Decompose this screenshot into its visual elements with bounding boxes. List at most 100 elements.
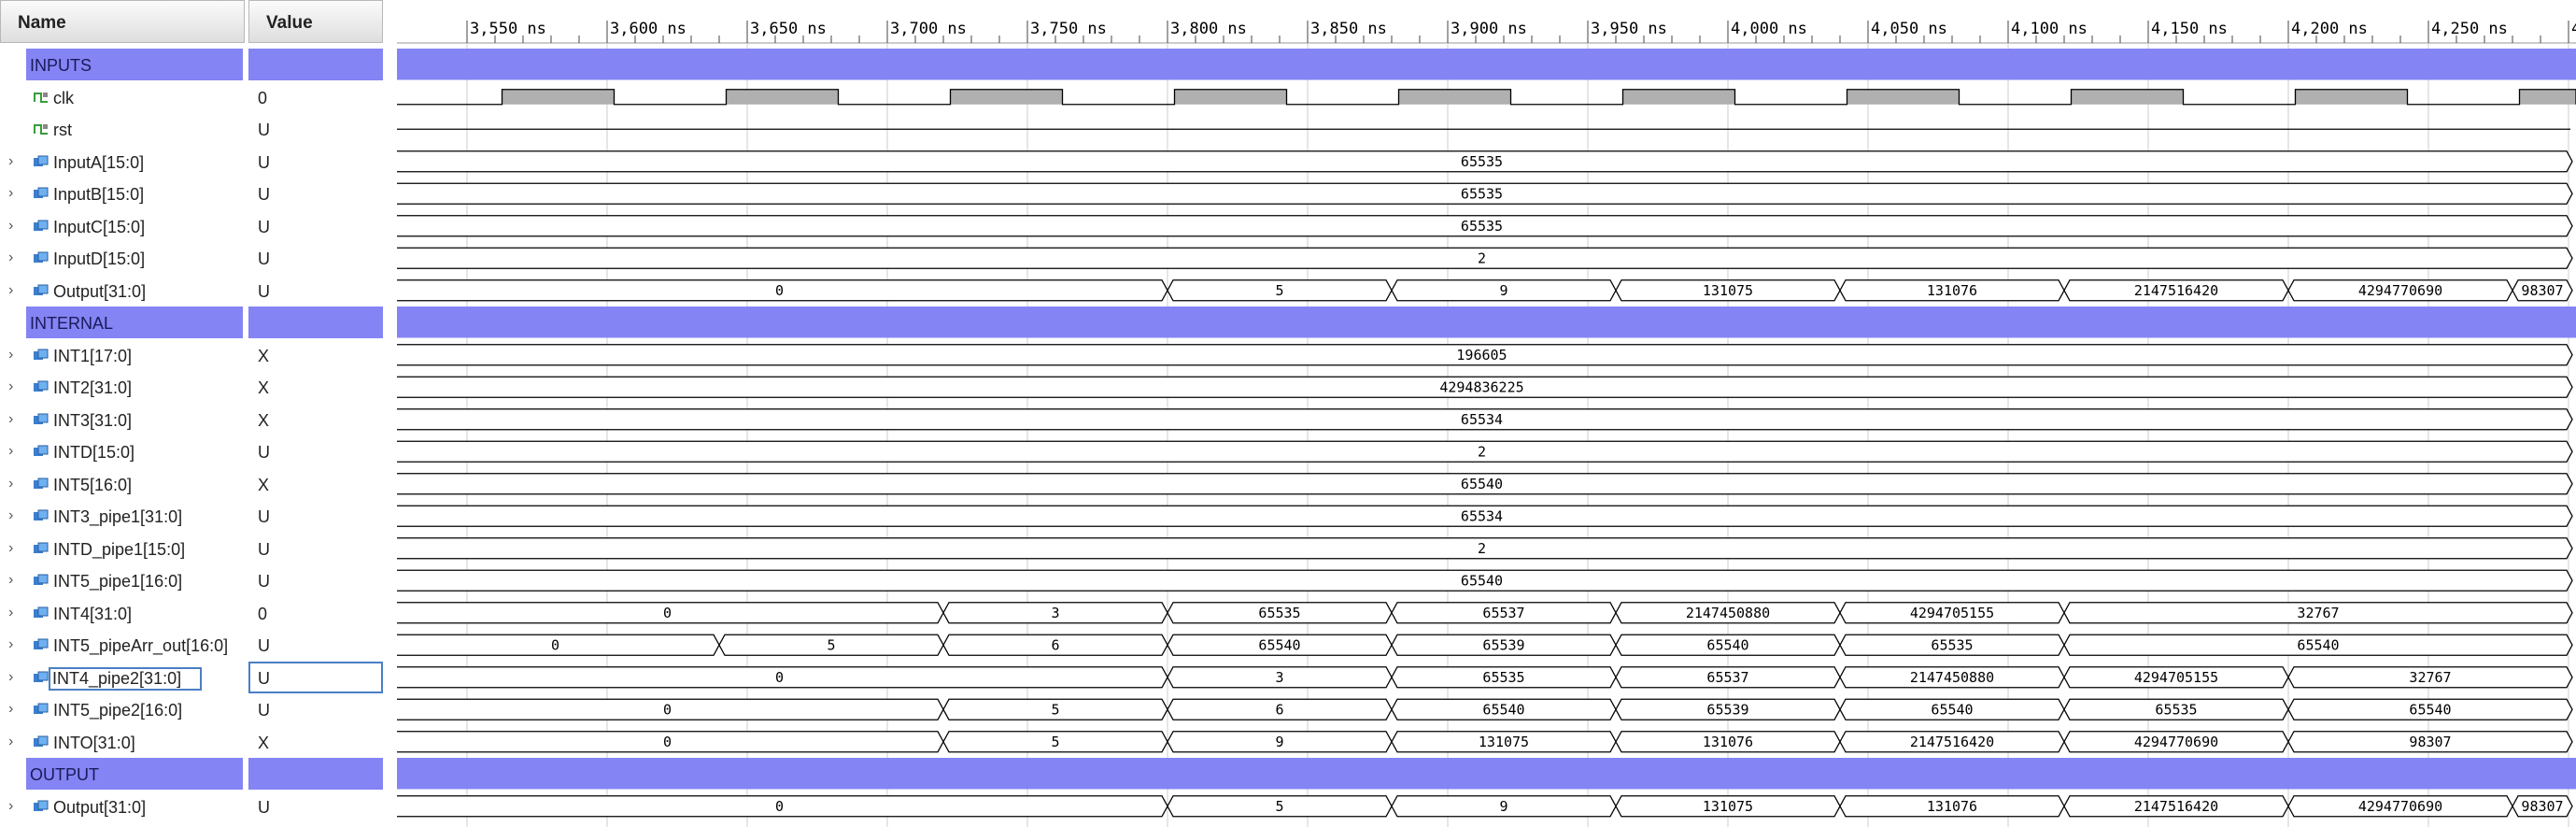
expand-chevron-icon[interactable]: › — [8, 539, 14, 556]
bus-value-label: 2147450880 — [1686, 605, 1770, 621]
signal-name: clk — [53, 88, 74, 107]
signal-row[interactable]: › INTD[15:0] — [0, 435, 245, 467]
bus-value-label: 2 — [1478, 250, 1486, 266]
signal-row[interactable]: › INTD_pipe1[15:0] — [0, 533, 245, 564]
value-cell[interactable]: U — [248, 629, 383, 661]
value-cell[interactable]: X — [248, 404, 383, 435]
signal-row[interactable]: clk — [0, 81, 245, 113]
value-cell[interactable]: U — [248, 178, 383, 209]
bus-value-label: 5 — [1275, 282, 1283, 299]
value-cell[interactable]: X — [248, 371, 383, 403]
signal-row[interactable]: › INT4_pipe2[31:0] — [0, 662, 245, 693]
waveform-canvas[interactable]: 3,550 ns 3,600 ns 3,650 ns 3,700 ns 3,750 ns… — [397, 0, 2576, 827]
bus-segment — [397, 569, 2573, 592]
expand-chevron-icon[interactable]: › — [8, 797, 14, 814]
group-band — [397, 307, 2576, 338]
bus-value-label: 6 — [1275, 701, 1283, 718]
bus-signal-icon — [33, 541, 50, 555]
signal-row[interactable]: › INT5_pipe1[16:0] — [0, 564, 245, 596]
signal-value: U — [258, 152, 270, 172]
expand-chevron-icon[interactable]: › — [8, 604, 14, 620]
value-cell[interactable] — [248, 307, 383, 338]
value-cell[interactable]: U — [248, 564, 383, 596]
expand-chevron-icon[interactable]: › — [8, 217, 14, 234]
expand-chevron-icon[interactable]: › — [8, 281, 14, 298]
group-row[interactable]: OUTPUT — [26, 758, 243, 790]
signal-row[interactable]: › InputD[15:0] — [0, 242, 245, 274]
bus-value-label: 65539 — [1706, 701, 1748, 718]
bus-segment — [397, 537, 2573, 560]
value-cell[interactable]: U — [248, 791, 383, 822]
value-cell[interactable]: U — [248, 533, 383, 564]
expand-chevron-icon[interactable]: › — [8, 346, 14, 363]
signal-row[interactable]: › InputA[15:0] — [0, 146, 245, 178]
clock-high-pulse — [950, 89, 1063, 105]
value-cell[interactable] — [248, 758, 383, 790]
clock-high-pulse — [1622, 89, 1735, 105]
signal-row[interactable]: › Output[31:0] — [0, 275, 245, 307]
bus-value-label: 65540 — [1706, 636, 1748, 653]
signal-row[interactable]: › INTO[31:0] — [0, 726, 245, 758]
group-row[interactable]: INPUTS — [26, 49, 243, 80]
signal-value: U — [258, 668, 270, 688]
signal-value: U — [258, 507, 270, 526]
expand-chevron-icon[interactable]: › — [8, 507, 14, 523]
expand-chevron-icon[interactable]: › — [8, 701, 14, 717]
value-cell[interactable]: 0 — [248, 597, 383, 629]
signal-row[interactable]: › INT2[31:0] — [0, 371, 245, 403]
bus-value-label: 65534 — [1461, 411, 1503, 428]
expand-chevron-icon[interactable]: › — [8, 185, 14, 201]
time-tick-label: 4,200 ns — [2291, 20, 2368, 38]
expand-chevron-icon[interactable]: › — [8, 443, 14, 459]
value-cell[interactable]: U — [248, 210, 383, 242]
bus-signal-icon — [33, 637, 50, 651]
bus-segment — [397, 440, 2573, 463]
signal-row[interactable]: › Output[31:0] — [0, 791, 245, 822]
value-cell[interactable]: U — [248, 661, 383, 693]
bus-value-label: 65535 — [1461, 185, 1503, 202]
value-cell[interactable]: U — [248, 113, 383, 145]
expand-chevron-icon[interactable]: › — [8, 250, 14, 265]
expand-chevron-icon[interactable]: › — [8, 378, 14, 394]
bus-value-label: 4294770690 — [2134, 734, 2218, 750]
expand-chevron-icon[interactable]: › — [8, 475, 14, 492]
value-cell[interactable]: U — [248, 435, 383, 467]
signal-row[interactable]: › INT5_pipeArr_out[16:0] — [0, 629, 245, 661]
value-cell[interactable]: U — [248, 146, 383, 178]
signal-value: U — [258, 797, 270, 817]
signal-row[interactable]: › InputB[15:0] — [0, 178, 245, 209]
expand-chevron-icon[interactable]: › — [8, 572, 14, 588]
expand-chevron-icon[interactable]: › — [8, 152, 14, 169]
signal-value: U — [258, 443, 270, 462]
expand-chevron-icon[interactable]: › — [8, 410, 14, 427]
signal-row[interactable]: › INT1[17:0] — [0, 339, 245, 371]
signal-row[interactable]: › INT4[31:0] — [0, 597, 245, 629]
signal-name: INT4[31:0] — [53, 604, 133, 623]
signal-name: Output[31:0] — [53, 281, 147, 301]
signal-row[interactable]: › INT3[31:0] — [0, 404, 245, 435]
clock-high-pulse — [2519, 89, 2576, 105]
expand-chevron-icon[interactable]: › — [8, 733, 14, 749]
group-row[interactable]: INTERNAL — [26, 307, 243, 338]
name-column-header[interactable]: Name — [0, 0, 245, 43]
signal-value: U — [258, 636, 270, 655]
expand-chevron-icon[interactable]: › — [8, 668, 14, 685]
expand-chevron-icon[interactable]: › — [8, 636, 14, 652]
signal-row[interactable]: › InputC[15:0] — [0, 210, 245, 242]
value-cell[interactable] — [248, 49, 383, 80]
value-cell[interactable]: X — [248, 726, 383, 758]
value-cell[interactable]: U — [248, 693, 383, 725]
value-cell[interactable]: U — [248, 500, 383, 532]
signal-row[interactable]: › INT5[16:0] — [0, 468, 245, 500]
value-cell[interactable]: U — [248, 242, 383, 274]
bus-value-label: 5 — [1275, 798, 1283, 815]
value-cell[interactable]: X — [248, 468, 383, 500]
value-cell[interactable]: U — [248, 275, 383, 307]
signal-row[interactable]: › INT5_pipe2[16:0] — [0, 693, 245, 725]
bus-value-label: 5 — [1051, 701, 1059, 718]
value-column-header[interactable]: Value — [248, 0, 383, 43]
value-cell[interactable]: 0 — [248, 81, 383, 113]
signal-row[interactable]: › INT3_pipe1[31:0] — [0, 500, 245, 532]
value-cell[interactable]: X — [248, 339, 383, 371]
signal-row[interactable]: rst — [0, 113, 245, 145]
